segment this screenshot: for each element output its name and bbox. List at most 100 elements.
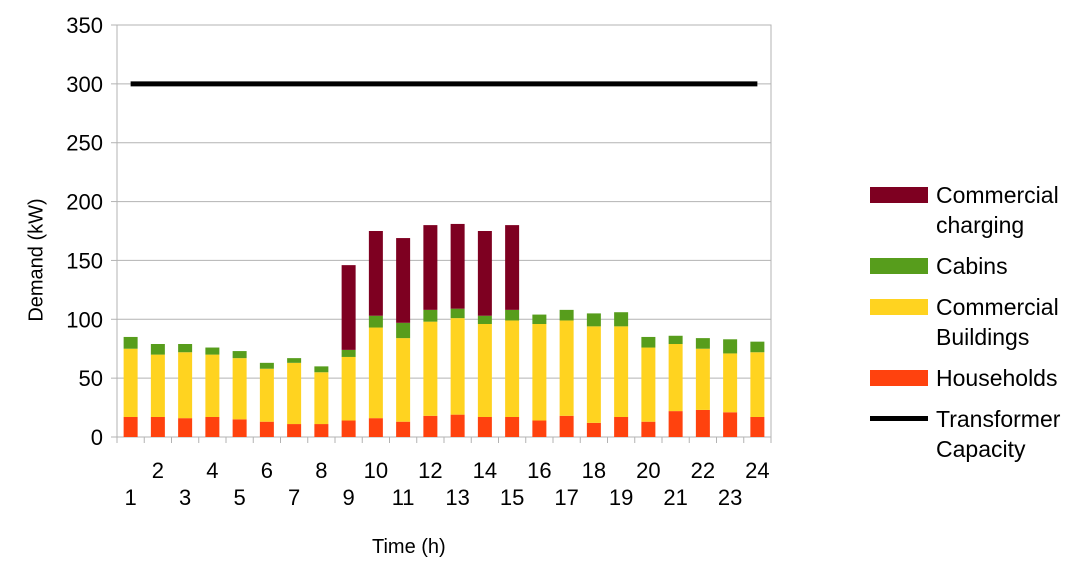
bar-cabins-18 (586, 313, 601, 327)
bar-households-21 (668, 411, 683, 437)
bar-cabins-11 (396, 322, 411, 339)
bar-commercial-buildings-16 (532, 323, 547, 421)
bar-households-3 (178, 418, 193, 437)
legend-swatch-households (870, 370, 928, 386)
y-tick-label-200: 200 (66, 190, 103, 215)
y-axis-title: Demand (kW) (25, 198, 48, 322)
x-tick-label-8: 8 (315, 458, 327, 483)
bar-households-7 (287, 424, 302, 437)
bar-cabins-19 (614, 312, 629, 327)
legend-label-cabins: Cabins (936, 253, 1008, 279)
y-tick-label-300: 300 (66, 72, 103, 97)
x-tick-label-21: 21 (663, 485, 687, 510)
bar-commercial-charging-10 (368, 231, 383, 316)
bar-commercial-charging-13 (450, 223, 465, 309)
x-tick-label-24: 24 (745, 458, 769, 483)
bar-cabins-13 (450, 308, 465, 319)
bar-commercial-buildings-7 (287, 362, 302, 425)
bar-commercial-buildings-19 (614, 326, 629, 417)
bar-cabins-23 (723, 339, 738, 354)
bar-households-18 (586, 422, 601, 437)
bar-households-17 (559, 415, 574, 437)
x-tick-label-10: 10 (364, 458, 388, 483)
y-tick-label-100: 100 (66, 307, 103, 332)
bar-commercial-charging-12 (423, 225, 438, 310)
bar-cabins-9 (341, 349, 356, 357)
x-tick-label-7: 7 (288, 485, 300, 510)
bar-cabins-24 (750, 341, 765, 353)
bar-commercial-buildings-8 (314, 372, 329, 425)
bar-cabins-10 (368, 315, 383, 328)
bar-commercial-buildings-5 (232, 358, 247, 420)
x-tick-label-2: 2 (152, 458, 164, 483)
y-tick-label-250: 250 (66, 131, 103, 156)
bar-commercial-buildings-20 (641, 347, 656, 422)
bar-cabins-12 (423, 309, 438, 322)
bar-households-15 (505, 416, 520, 437)
x-tick-label-1: 1 (125, 485, 137, 510)
x-tick-label-11: 11 (392, 485, 415, 510)
x-tick-label-20: 20 (636, 458, 660, 483)
bar-commercial-charging-11 (396, 238, 411, 323)
bar-cabins-15 (505, 309, 520, 321)
x-tick-label-18: 18 (582, 458, 606, 483)
bar-commercial-buildings-12 (423, 321, 438, 416)
bar-commercial-buildings-1 (123, 348, 138, 417)
bar-households-22 (695, 409, 710, 437)
bar-commercial-buildings-17 (559, 320, 574, 416)
x-tick-label-16: 16 (527, 458, 551, 483)
bar-households-2 (150, 416, 165, 437)
bar-households-8 (314, 424, 329, 437)
legend-item-cabins: Cabins (870, 251, 1076, 281)
bar-cabins-4 (205, 347, 220, 355)
x-tick-label-9: 9 (343, 485, 355, 510)
bar-cabins-7 (287, 358, 302, 363)
y-tick-label-150: 150 (66, 248, 103, 273)
bar-commercial-buildings-3 (178, 352, 193, 419)
bar-cabins-6 (259, 362, 274, 369)
bar-cabins-5 (232, 351, 247, 359)
x-tick-label-3: 3 (179, 485, 191, 510)
x-tick-label-13: 13 (445, 485, 469, 510)
x-tick-label-12: 12 (418, 458, 442, 483)
legend-item-commercial-buildings: Commercial Buildings (870, 292, 1076, 352)
legend-item-commercial-charging: Commercial charging (870, 180, 1076, 240)
bar-commercial-charging-9 (341, 265, 356, 350)
bar-households-23 (723, 412, 738, 437)
legend-swatch-commercial-charging (870, 187, 928, 203)
legend-label-commercial-charging-line1: Commercial (936, 182, 1059, 208)
bar-commercial-buildings-9 (341, 356, 356, 421)
bar-commercial-buildings-2 (150, 354, 165, 417)
bar-households-4 (205, 416, 220, 437)
bar-cabins-14 (477, 315, 492, 324)
bar-households-13 (450, 414, 465, 437)
bar-cabins-3 (178, 344, 193, 353)
x-tick-label-22: 22 (691, 458, 715, 483)
bar-households-9 (341, 420, 356, 437)
bar-households-19 (614, 416, 629, 437)
bar-commercial-buildings-10 (368, 327, 383, 419)
x-tick-label-17: 17 (554, 485, 578, 510)
bar-households-12 (423, 415, 438, 437)
legend-swatch-commercial-buildings (870, 299, 928, 315)
bar-commercial-buildings-13 (450, 318, 465, 415)
bar-commercial-buildings-11 (396, 338, 411, 422)
bar-commercial-buildings-6 (259, 368, 274, 422)
x-tick-label-23: 23 (718, 485, 742, 510)
bar-cabins-1 (123, 336, 138, 349)
legend-label-transformer-capacity-line1: Transformer (936, 406, 1061, 432)
bar-households-11 (396, 421, 411, 437)
legend-line-transformer-capacity (870, 416, 928, 421)
bar-commercial-buildings-15 (505, 320, 520, 417)
legend-label-households: Households (936, 365, 1058, 391)
bar-commercial-buildings-23 (723, 353, 738, 413)
bar-commercial-buildings-18 (586, 326, 601, 423)
y-tick-label-350: 350 (66, 13, 103, 38)
x-tick-label-14: 14 (473, 458, 497, 483)
bar-commercial-buildings-21 (668, 344, 683, 412)
bar-cabins-16 (532, 314, 547, 324)
x-axis-title: Time (h) (372, 536, 446, 558)
legend-label-commercial-charging-line2: charging (936, 212, 1025, 238)
bar-households-16 (532, 420, 547, 437)
